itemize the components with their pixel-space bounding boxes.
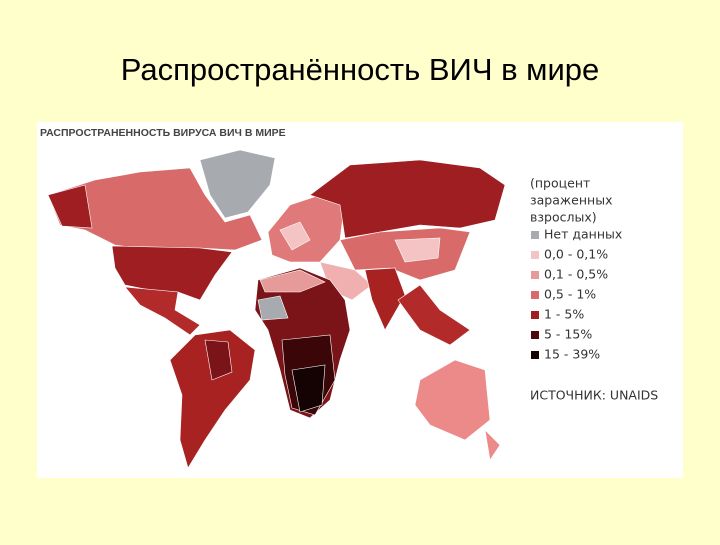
legend-swatch <box>531 291 539 299</box>
legend-swatch <box>531 271 539 279</box>
legend-title: (процент <box>530 176 590 191</box>
world-map <box>47 149 506 469</box>
legend-label: 15 - 39% <box>544 347 600 362</box>
legend-swatch <box>531 351 539 359</box>
legend-label: 0,0 - 0,1% <box>544 247 608 262</box>
legend-title: зараженных <box>530 193 612 208</box>
source: ИСТОЧНИК: UNAIDS <box>530 388 658 403</box>
legend-label: 5 - 15% <box>544 327 592 342</box>
legend: (процент зараженных взрослых) Нет данных 0,0… <box>530 176 622 362</box>
legend-swatch <box>531 251 539 259</box>
legend-title: взрослых) <box>530 210 597 225</box>
legend-label: Нет данных <box>544 227 622 242</box>
legend-label: 0,5 - 1% <box>544 287 596 302</box>
legend-swatch <box>531 231 539 239</box>
legend-swatch <box>531 331 539 339</box>
legend-swatch <box>531 311 539 319</box>
map-title: РАСПРОСТРАНЕННОСТЬ ВИРУСА ВИЧ В МИРЕ <box>40 127 286 139</box>
slide-title: Распространённость ВИЧ в мире <box>121 52 600 87</box>
legend-label: 1 - 5% <box>544 307 584 322</box>
legend-label: 0,1 - 0,5% <box>544 267 608 282</box>
